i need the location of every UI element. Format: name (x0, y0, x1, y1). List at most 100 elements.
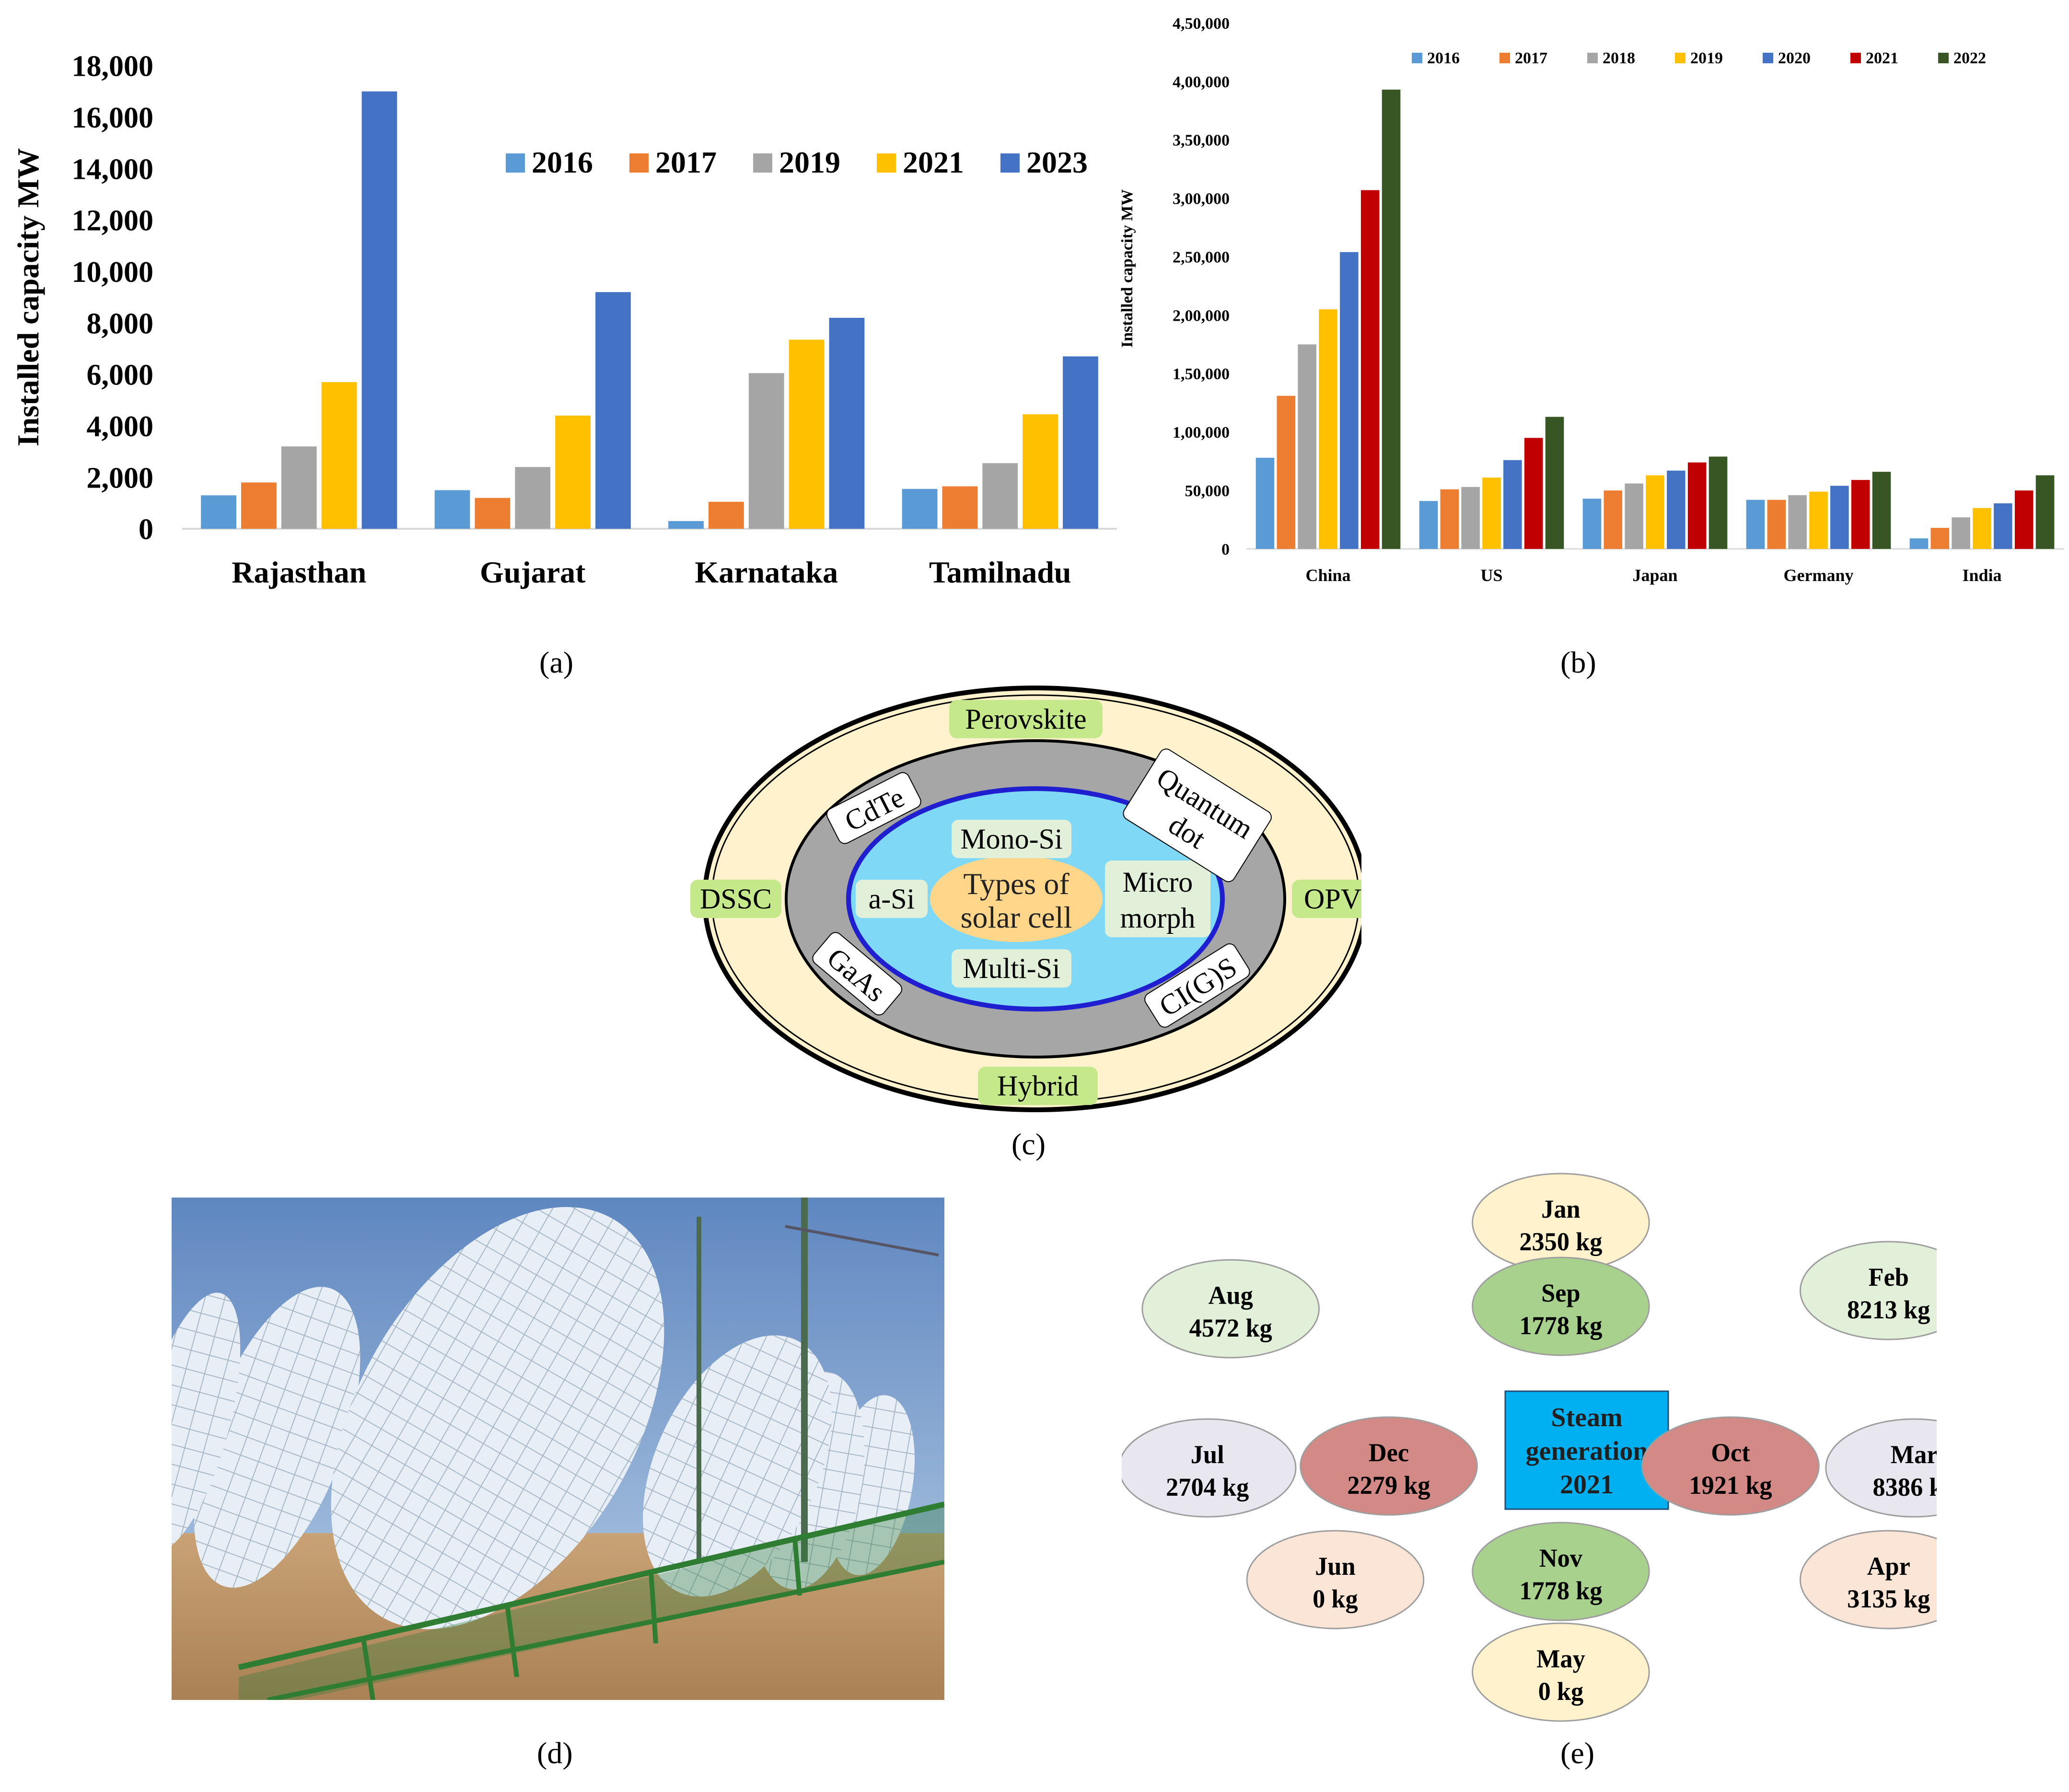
caption-d: (d) (537, 1736, 573, 1770)
bar-Rajasthan-2019 (281, 446, 317, 529)
legend-label-2021: 2021 (903, 145, 964, 179)
y-tick-label: 2,000 (87, 462, 154, 494)
month-name: May (1536, 1644, 1585, 1673)
bar-China-2022 (1382, 89, 1401, 549)
legend-swatch-2016 (1412, 53, 1422, 63)
bar-Tamilnadu-2023 (1063, 356, 1098, 529)
bar-Gujarat-2021 (555, 415, 591, 529)
label-mono-si: Mono-Si (960, 823, 1062, 855)
month-node-jul: Jul 2704 kg (1122, 1418, 1297, 1518)
month-amount: 8213 kg (1847, 1295, 1930, 1324)
x-category-label: Germany (1784, 566, 1854, 585)
bar-US-2017 (1440, 489, 1459, 549)
month-amount: 8386 kg (1873, 1473, 1937, 1501)
bar-US-2019 (1482, 477, 1501, 549)
month-amount: 2279 kg (1347, 1471, 1430, 1500)
y-tick-label: 4,000 (87, 410, 154, 443)
month-ellipse (1800, 1241, 1937, 1340)
bar-Rajasthan-2023 (361, 91, 397, 529)
bar-Karnataka-2017 (709, 501, 744, 529)
legend-swatch-2022 (1938, 53, 1949, 63)
bar-Japan-2016 (1582, 499, 1602, 549)
month-ellipse (1472, 1257, 1650, 1356)
legend-swatch-2018 (1587, 53, 1598, 63)
month-name: Aug (1209, 1281, 1254, 1310)
center-line1: Steam (1551, 1403, 1622, 1432)
month-node-sep: Sep 1778 kg (1472, 1257, 1650, 1356)
legend-swatch-2020 (1763, 53, 1773, 63)
center-label-line1: Types of (963, 867, 1069, 901)
caption-a: (a) (539, 645, 574, 679)
bar-India-2020 (1994, 503, 2012, 549)
center-line3: 2021 (1560, 1470, 1614, 1500)
legend-swatch-2019 (1675, 53, 1685, 63)
bar-China-2020 (1340, 252, 1359, 549)
bar-India-2019 (1973, 508, 1991, 549)
label-perovskite: Perovskite (965, 703, 1086, 735)
parabolic-dish-photo (172, 1198, 944, 1700)
y-axis-title: Installed capacity MW (11, 148, 45, 446)
month-name: Mar (1891, 1440, 1937, 1469)
bar-Japan-2019 (1646, 475, 1664, 549)
month-ellipse (1641, 1416, 1820, 1516)
month-ellipse (1300, 1416, 1478, 1516)
legend-swatch-2019 (753, 153, 772, 173)
month-node-jan: Jan 2350 kg (1472, 1173, 1650, 1272)
bar-Germany-2018 (1788, 495, 1807, 549)
center-line2: generation (1525, 1436, 1648, 1466)
bar-US-2016 (1419, 501, 1438, 549)
bar-US-2022 (1545, 417, 1564, 549)
month-amount: 1778 kg (1519, 1576, 1603, 1605)
bar-Karnataka-2023 (829, 317, 865, 529)
bar-India-2021 (2014, 490, 2034, 549)
bar-Gujarat-2016 (434, 490, 470, 529)
month-name: Jul (1191, 1440, 1224, 1469)
bar-Japan-2021 (1687, 462, 1707, 549)
bar-Japan-2017 (1604, 490, 1623, 549)
chart-b-country-capacity: 0 50,000 1,00,000 1,50,000 2,00,000 2,50,000 3… (1118, 15, 2064, 585)
legend-label-2020: 2020 (1778, 49, 1811, 67)
month-node-dec: Dec 2279 kg (1300, 1416, 1478, 1516)
bar-Germany-2016 (1746, 500, 1765, 549)
month-ellipse (1246, 1530, 1425, 1629)
legend-label-2016: 2016 (532, 145, 593, 179)
month-name: Oct (1711, 1438, 1750, 1467)
legend-label-2018: 2018 (1603, 49, 1635, 67)
bar-China-2017 (1277, 396, 1296, 549)
x-category-label: Rajasthan (232, 555, 366, 589)
legend-swatch-2023 (1000, 153, 1020, 173)
month-ellipse (1472, 1622, 1650, 1722)
x-category-label: India (1962, 566, 2001, 585)
y-tick-label: 3,00,000 (1173, 190, 1230, 208)
bar-China-2016 (1255, 457, 1275, 549)
bar-Germany-2017 (1767, 500, 1786, 549)
legend-swatch-2017 (1499, 53, 1510, 63)
y-tick-label: 0 (139, 513, 153, 546)
label-morph: morph (1120, 902, 1196, 934)
month-amount: 2704 kg (1166, 1473, 1249, 1501)
legend-label-2021: 2021 (1866, 49, 1898, 67)
bar-Karnataka-2019 (748, 373, 784, 529)
month-name: Apr (1867, 1552, 1910, 1581)
y-tick-label: 2,00,000 (1173, 307, 1230, 325)
y-tick-label: 8,000 (87, 307, 154, 340)
month-ellipse (1825, 1418, 1937, 1518)
bar-Japan-2018 (1625, 483, 1643, 549)
label-opv: OPV (1304, 883, 1361, 915)
bar-Karnataka-2016 (668, 521, 704, 529)
bar-Japan-2020 (1667, 470, 1685, 549)
bar-Germany-2020 (1830, 486, 1849, 549)
legend-swatch-2021 (1850, 53, 1861, 63)
month-amount: 3135 kg (1847, 1584, 1930, 1613)
x-category-label: Japan (1632, 566, 1677, 585)
bar-China-2021 (1360, 190, 1380, 549)
chart-a-state-capacity: 0 2,000 4,000 6,000 8,000 10,000 12,000 14,000 1… (11, 50, 1117, 589)
bar-US-2020 (1503, 460, 1522, 549)
steam-generation-diagram: Steam generation 2021 Jan 2350 kg Feb 8213 … (1122, 1173, 1937, 1722)
y-tick-label: 6,000 (87, 359, 154, 392)
bar-Tamilnadu-2019 (982, 463, 1018, 529)
month-ellipse (1472, 1522, 1650, 1621)
month-name: Dec (1369, 1438, 1409, 1467)
legend-label-2022: 2022 (1953, 49, 1986, 67)
month-node-jun: Jun 0 kg (1246, 1530, 1425, 1629)
